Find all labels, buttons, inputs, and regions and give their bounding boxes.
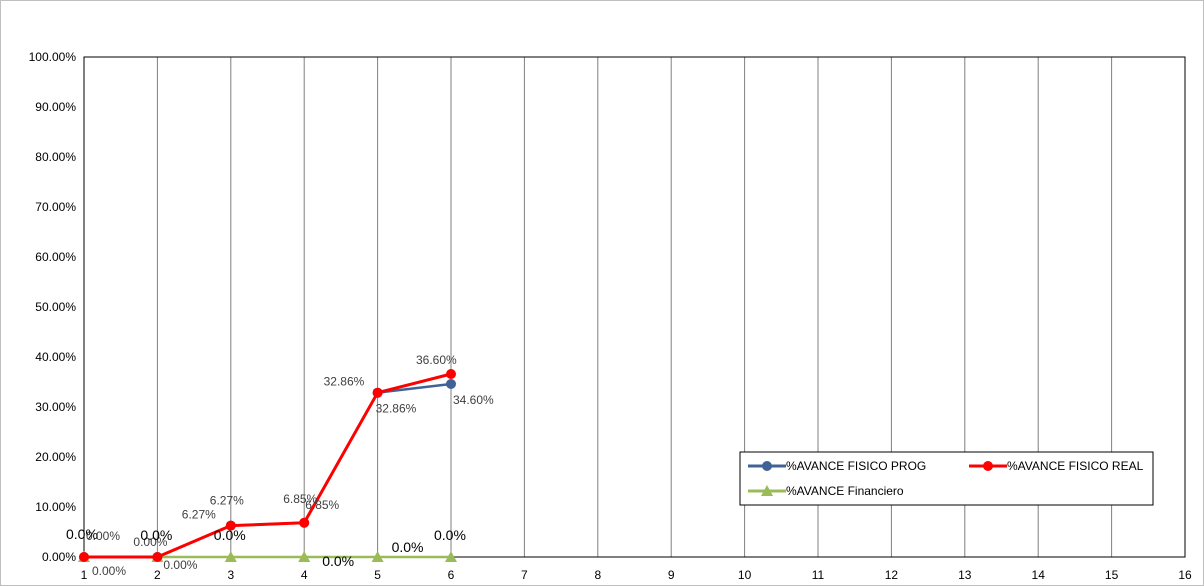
- data-label: 0.0%: [66, 526, 98, 542]
- series-point: [446, 369, 456, 379]
- gridlines: [156, 57, 1186, 557]
- data-label: 0.00%: [133, 535, 167, 549]
- data-label: 6.85%: [283, 492, 317, 506]
- legend: %AVANCE FISICO PROG %AVANCE FISICO REAL %A…: [739, 451, 1154, 506]
- x-tick-label: 5: [374, 568, 381, 582]
- series-line: [84, 372, 452, 559]
- data-label: 0.0%: [214, 527, 246, 543]
- data-label: 0.0%: [322, 553, 354, 569]
- data-label: 0.00%: [92, 564, 126, 578]
- x-tick-label: 3: [227, 568, 234, 582]
- x-tick-label: 10: [738, 568, 752, 582]
- data-label: 6.27%: [210, 494, 244, 508]
- series-point: [445, 551, 457, 562]
- series-point: [224, 551, 237, 562]
- y-tick-label: 20.00%: [35, 450, 76, 464]
- data-label: 6.85%: [305, 498, 339, 512]
- data-label: 34.60%: [453, 393, 494, 407]
- series-point: [298, 551, 311, 562]
- x-tick-label: 6: [448, 568, 455, 582]
- data-labels: 0.00% 0.00%6.27%6.85%32.86%34.60%0.00% 0.0…: [66, 353, 494, 578]
- data-label: 36.60%: [416, 353, 457, 367]
- series-point: [372, 387, 383, 398]
- y-tick-label: 50.00%: [35, 300, 76, 314]
- x-tick-label: 15: [1105, 568, 1119, 582]
- legend-box: [739, 451, 1154, 506]
- y-tick-label: 60.00%: [35, 250, 76, 264]
- y-tick-label: 70.00%: [35, 200, 76, 214]
- legend-swatch-marker: [761, 485, 773, 496]
- data-label: 32.86%: [376, 402, 417, 416]
- x-tick-label: 16: [1178, 568, 1192, 582]
- data-label: 0.00%: [163, 558, 197, 572]
- data-label: 6.27%: [182, 508, 216, 522]
- y-tick-label: 30.00%: [35, 400, 76, 414]
- x-tick-label: 1: [81, 568, 88, 582]
- x-tick-label: 7: [521, 568, 528, 582]
- data-label: 0.0%: [140, 527, 172, 543]
- y-axis-ticks: 0.00% 10.00% 20.00% 30.00% 40.00% 50.00% 60.00…: [29, 50, 77, 564]
- legend-swatch-marker: [762, 461, 772, 471]
- series-layer: [78, 369, 457, 562]
- x-tick-label: 8: [594, 568, 601, 582]
- legend-label: %AVANCE Financiero: [786, 484, 904, 498]
- series-point: [446, 379, 456, 389]
- x-tick-label: 12: [885, 568, 899, 582]
- data-label: 0.0%: [434, 527, 466, 543]
- series-point: [79, 552, 89, 562]
- y-tick-label: 80.00%: [35, 150, 76, 164]
- x-axis-ticks: 1 2 3 4 5 6 7 8 9 10 11 12 13 14 15 16: [81, 568, 1192, 582]
- series-point: [371, 551, 384, 562]
- series-point: [225, 520, 236, 531]
- x-tick-label: 4: [301, 568, 308, 582]
- legend-swatch-marker: [983, 461, 993, 471]
- x-tick-label: 9: [668, 568, 675, 582]
- x-tick-label: 13: [958, 568, 972, 582]
- y-tick-label: 10.00%: [35, 500, 76, 514]
- y-tick-label: 0.00%: [42, 550, 76, 564]
- series-point: [152, 552, 163, 562]
- y-tick-label: 100.00%: [29, 50, 77, 64]
- x-tick-label: 2: [154, 568, 161, 582]
- y-tick-label: 90.00%: [35, 100, 76, 114]
- data-label: 32.86%: [324, 375, 365, 389]
- legend-label: %AVANCE FISICO PROG: [786, 459, 926, 473]
- x-tick-label: 11: [812, 568, 825, 582]
- series-point: [299, 517, 310, 528]
- legend-label: %AVANCE FISICO REAL: [1007, 459, 1144, 473]
- plot-area: [83, 56, 1186, 558]
- x-tick-label: 14: [1032, 568, 1046, 582]
- data-label: 0.00%: [86, 529, 120, 543]
- y-tick-label: 40.00%: [35, 350, 76, 364]
- data-label: 0.0%: [392, 539, 424, 555]
